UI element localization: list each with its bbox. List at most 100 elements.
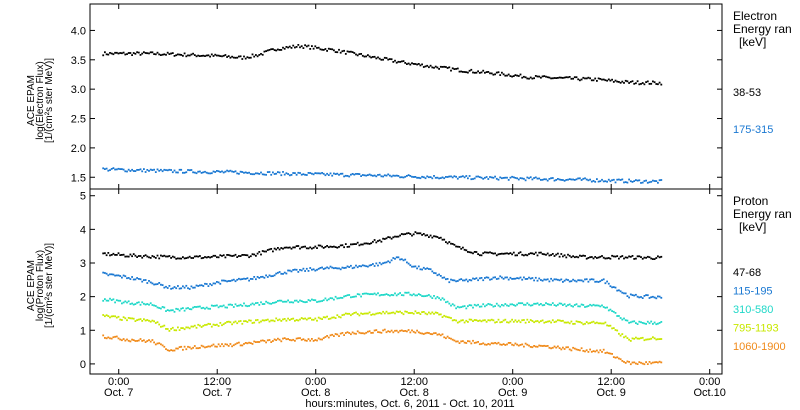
data-point — [439, 177, 442, 179]
data-point — [582, 254, 585, 257]
data-point — [640, 182, 642, 184]
data-point — [351, 296, 354, 298]
data-point — [523, 345, 525, 348]
data-point — [204, 170, 206, 173]
data-point — [105, 53, 108, 56]
data-point — [216, 323, 218, 326]
data-point — [350, 333, 352, 336]
data-point — [119, 275, 122, 277]
data-point — [217, 256, 220, 259]
data-point — [265, 300, 267, 303]
data-point — [529, 346, 532, 348]
data-point — [612, 81, 615, 83]
data-point — [253, 55, 256, 58]
data-point — [226, 321, 228, 323]
data-point — [541, 253, 544, 255]
data-point — [575, 178, 578, 181]
data-point — [144, 52, 147, 54]
data-point — [475, 319, 478, 322]
data-point — [290, 318, 293, 320]
data-point — [375, 293, 378, 296]
data-point — [543, 344, 546, 347]
data-point — [567, 253, 569, 256]
data-point — [507, 342, 510, 344]
data-point — [431, 333, 434, 336]
data-point — [200, 344, 203, 347]
data-point — [166, 255, 169, 258]
data-point — [329, 245, 332, 248]
data-point — [412, 312, 415, 315]
data-point — [127, 168, 130, 171]
data-point — [161, 170, 164, 173]
data-point — [395, 174, 398, 177]
data-point — [448, 316, 451, 319]
data-point — [633, 361, 636, 364]
data-point — [512, 277, 515, 280]
data-point — [602, 322, 605, 325]
data-point — [144, 171, 147, 173]
data-point — [375, 329, 378, 331]
data-point — [109, 52, 111, 54]
data-point — [207, 285, 210, 287]
data-point — [178, 309, 181, 312]
data-point — [451, 243, 454, 245]
data-point — [594, 256, 597, 258]
data-point — [127, 339, 130, 342]
y-tick-label: 4.0 — [71, 25, 86, 37]
data-point — [358, 244, 361, 247]
data-point — [131, 338, 133, 341]
data-point — [456, 177, 459, 180]
data-point — [292, 172, 295, 174]
data-point — [365, 174, 368, 177]
data-point — [258, 277, 261, 279]
data-point — [443, 336, 446, 339]
data-point — [446, 335, 449, 338]
data-point — [563, 279, 566, 282]
data-point — [646, 255, 649, 258]
data-point — [277, 319, 279, 322]
data-point — [517, 344, 520, 347]
data-point — [173, 310, 176, 313]
data-point — [171, 287, 174, 290]
data-point — [438, 177, 440, 180]
data-point — [431, 66, 434, 69]
data-point — [319, 172, 322, 175]
data-point — [333, 335, 335, 337]
data-point — [626, 181, 629, 184]
data-point — [587, 305, 590, 307]
data-point — [175, 329, 178, 332]
data-point — [312, 268, 315, 271]
data-point — [645, 361, 647, 363]
data-point — [409, 175, 412, 177]
data-point — [392, 331, 395, 334]
data-point — [453, 304, 456, 307]
data-point — [139, 168, 142, 171]
data-point — [241, 305, 244, 307]
data-point — [628, 255, 630, 258]
series-1060-1900 — [102, 328, 663, 366]
data-point — [177, 257, 179, 260]
x-tick-label-date: Oct. 8 — [400, 387, 429, 399]
data-point — [575, 280, 578, 283]
data-point — [243, 277, 245, 280]
data-point — [618, 332, 620, 335]
data-point — [231, 345, 233, 348]
data-point — [322, 316, 325, 319]
data-point — [465, 319, 468, 322]
data-point — [609, 308, 612, 311]
data-point — [202, 54, 205, 57]
data-point — [609, 79, 612, 82]
data-point — [467, 177, 469, 180]
data-point — [177, 171, 179, 174]
data-point — [221, 324, 223, 327]
data-point — [110, 273, 113, 276]
data-point — [299, 337, 301, 339]
data-point — [616, 80, 619, 83]
data-point — [567, 279, 569, 281]
data-point — [212, 343, 215, 346]
data-point — [472, 71, 474, 74]
data-point — [221, 255, 223, 257]
data-point — [177, 326, 179, 329]
data-point — [400, 60, 403, 63]
data-point — [327, 318, 330, 320]
